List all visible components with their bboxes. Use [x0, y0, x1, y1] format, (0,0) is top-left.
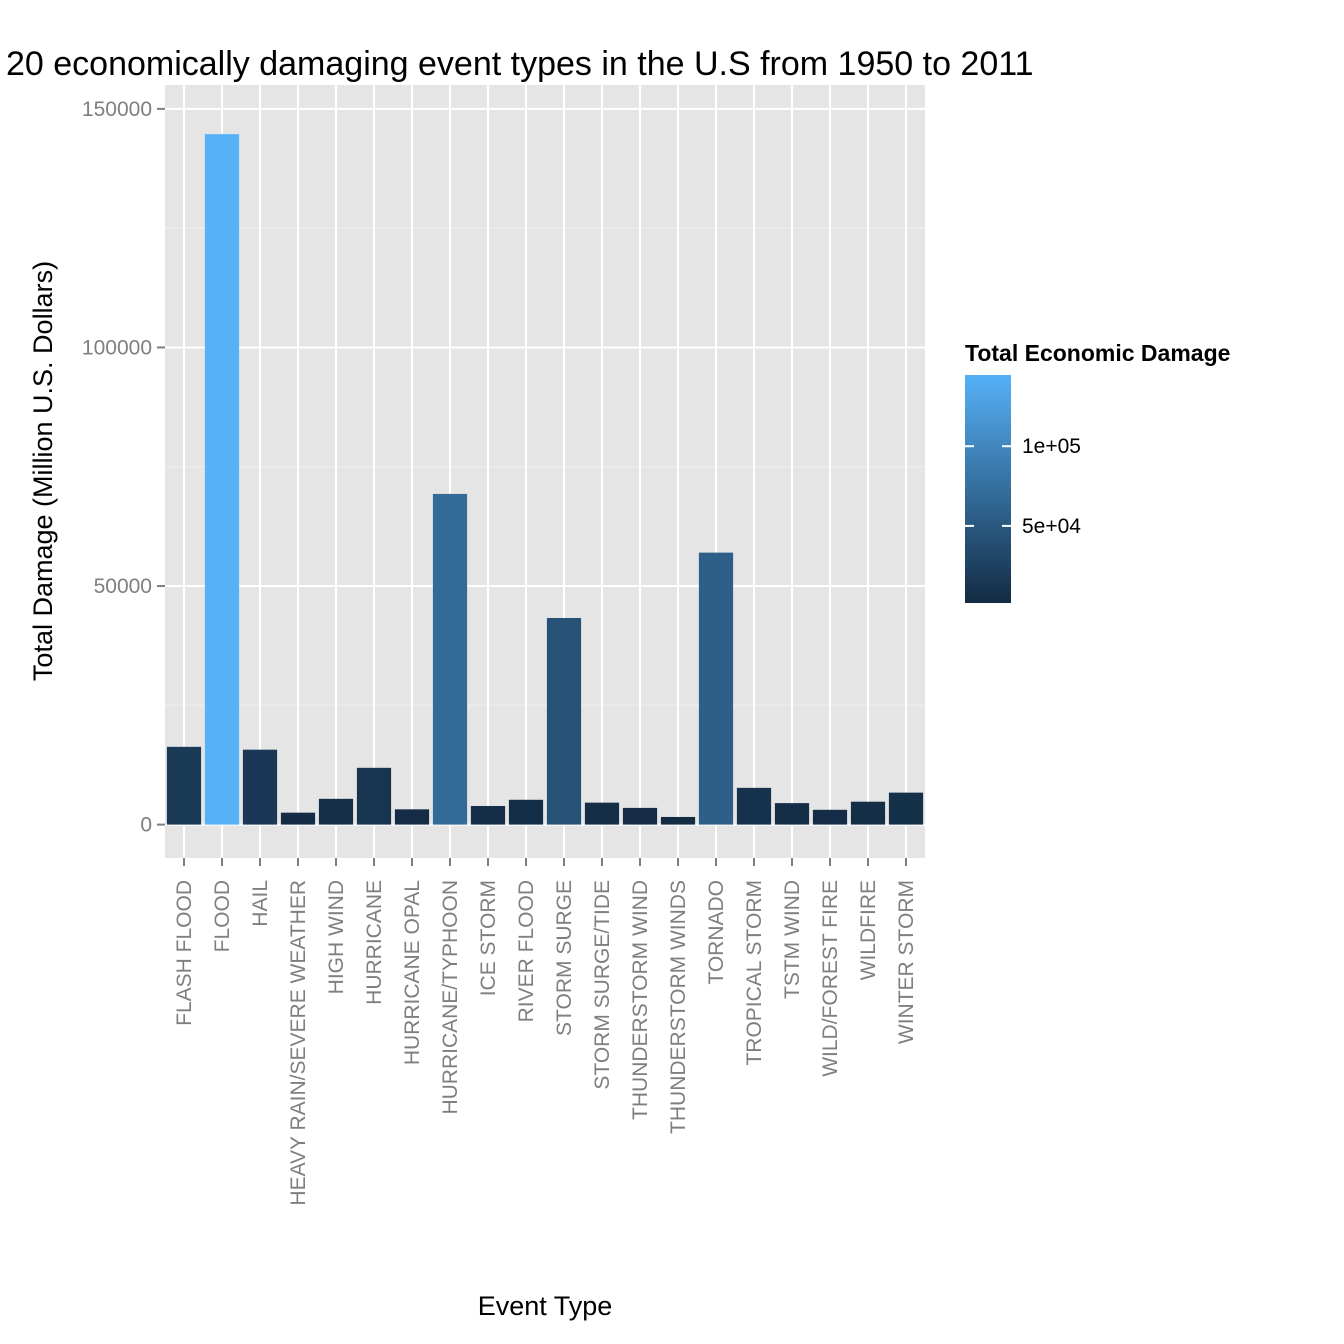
- y-axis-title: Total Damage (Million U.S. Dollars): [28, 261, 58, 681]
- x-tick-label: FLOOD: [211, 880, 234, 952]
- bars: [166, 134, 924, 825]
- x-axis: FLASH FLOOD FLOOD HAIL HEAVY RAIN/SEVERE WE…: [173, 858, 918, 1206]
- x-tick-label: THUNDERSTORM WIND: [629, 880, 652, 1120]
- bar: [812, 809, 848, 825]
- bar: [508, 799, 544, 825]
- x-tick-label: THUNDERSTORM WINDS: [667, 880, 690, 1134]
- bar: [356, 767, 392, 825]
- bar: [888, 792, 924, 825]
- x-tick-label: WINTER STORM: [895, 880, 918, 1044]
- bar: [204, 134, 240, 825]
- legend-colorbar: [965, 375, 1011, 603]
- x-tick-label: WILD/FOREST FIRE: [819, 880, 842, 1077]
- x-tick-label: HURRICANE: [363, 880, 386, 1005]
- bar: [432, 493, 468, 825]
- x-axis-title: Event Type: [478, 1291, 613, 1321]
- y-tick-label: 50000: [94, 575, 152, 598]
- x-tick-label: RIVER FLOOD: [515, 880, 538, 1022]
- chart-title: 20 economically damaging event types in …: [6, 45, 1034, 83]
- legend-title: Total Economic Damage: [965, 340, 1230, 366]
- legend-label: 5e+04: [1022, 515, 1081, 538]
- x-tick-label: HAIL: [249, 880, 272, 927]
- x-tick-label: HURRICANE OPAL: [401, 880, 424, 1065]
- y-axis: 0 50000 100000 150000: [82, 98, 165, 837]
- x-tick-label: FLASH FLOOD: [173, 880, 196, 1026]
- x-tick-label: WILDFIRE: [857, 880, 880, 980]
- bar: [660, 816, 696, 825]
- bar: [546, 617, 582, 825]
- x-tick-label: HEAVY RAIN/SEVERE WEATHER: [287, 880, 310, 1206]
- x-tick-label: STORM SURGE: [553, 880, 576, 1036]
- bar: [774, 803, 810, 825]
- x-tick-label: HIGH WIND: [325, 880, 348, 994]
- bar: [850, 801, 886, 825]
- bar: [166, 746, 202, 825]
- y-tick-label: 150000: [82, 98, 152, 121]
- bar: [698, 552, 734, 825]
- bar: [470, 805, 506, 825]
- x-tick-label: STORM SURGE/TIDE: [591, 880, 614, 1090]
- bar: [242, 749, 278, 825]
- bar: [622, 807, 658, 825]
- x-tick-label: TSTM WIND: [781, 880, 804, 999]
- color-legend: Total Economic Damage 1e+05 5e+04: [965, 340, 1230, 603]
- bar: [280, 812, 316, 825]
- x-tick-label: TROPICAL STORM: [743, 880, 766, 1066]
- bar: [394, 809, 430, 825]
- plot-panel: [165, 85, 925, 858]
- bar: [736, 787, 772, 825]
- x-tick-label: HURRICANE/TYPHOON: [439, 880, 462, 1115]
- minor-grid: [165, 227, 925, 706]
- x-tick-label: ICE STORM: [477, 880, 500, 996]
- legend-ticks: 1e+05 5e+04: [965, 435, 1081, 538]
- y-tick-label: 100000: [82, 336, 152, 359]
- legend-label: 1e+05: [1022, 435, 1081, 458]
- x-tick-label: TORNADO: [705, 880, 728, 985]
- y-tick-label: 0: [140, 814, 152, 837]
- bar: [584, 802, 620, 825]
- bar: [318, 798, 354, 825]
